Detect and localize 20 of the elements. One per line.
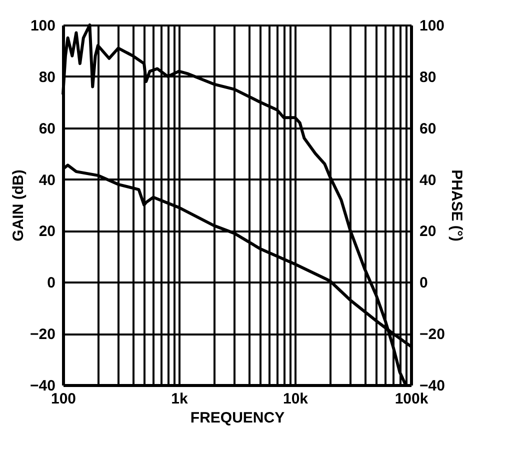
y-tick-label: 80: [38, 68, 56, 86]
y-tick-label: 40: [38, 172, 56, 189]
x-axis-title: FREQUENCY: [190, 410, 285, 426]
y2-tick-label: 0: [420, 274, 428, 292]
x-tick-label: 100k: [394, 390, 429, 408]
y2-tick-label: −20: [420, 326, 445, 344]
y-tick-label: 60: [38, 120, 56, 138]
y2-tick-label: 40: [420, 172, 436, 189]
y2-tick-label: 60: [420, 120, 436, 138]
y-tick-label: 0: [47, 274, 56, 292]
y-tick-label: 100: [30, 18, 56, 34]
y2-tick-label: 20: [420, 223, 436, 240]
y2-axis-title: PHASE (°): [448, 170, 465, 242]
y-tick-label: 20: [38, 223, 56, 240]
y2-tick-label: 80: [420, 68, 436, 86]
y-axis-title: GAIN (dB): [10, 170, 28, 242]
x-tick-label: 10k: [282, 390, 309, 408]
y-tick-label: −20: [30, 326, 56, 344]
y2-tick-label: 100: [420, 18, 445, 34]
x-tick-label: 1k: [171, 390, 188, 408]
